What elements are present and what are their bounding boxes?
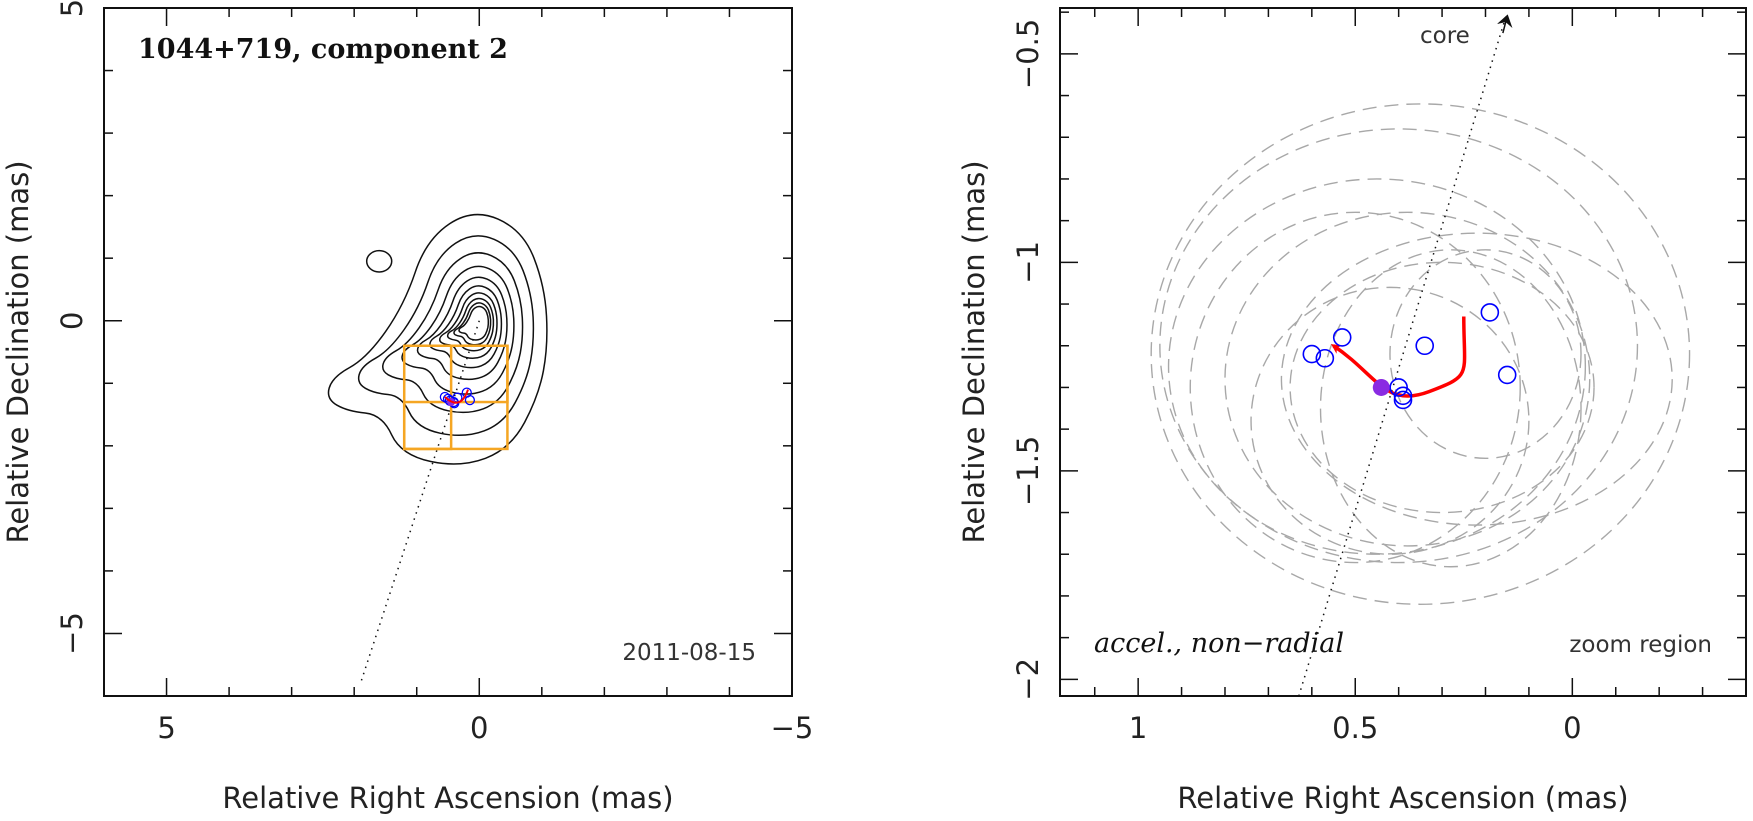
right-core-label: core — [1420, 23, 1470, 49]
left-date-label: 2011-08-15 — [622, 640, 756, 666]
position-marker-9 — [1497, 365, 1517, 385]
component-size-ellipse-9 — [1250, 286, 1530, 555]
y-tick-label: 5 — [55, 0, 89, 17]
x-tick-label: 0 — [1563, 711, 1581, 745]
right-plot-frame — [1059, 7, 1747, 697]
position-marker-6 — [1393, 390, 1413, 410]
x-tick-label: 5 — [157, 711, 175, 745]
position-marker-7 — [1415, 336, 1435, 356]
jet-axis-line — [1298, 11, 1508, 696]
component-size-ellipse-7 — [1280, 232, 1673, 526]
left-plot-content — [327, 213, 548, 684]
right-note-left: accel., non−radial — [1094, 628, 1344, 659]
x-tick-label: −5 — [771, 711, 814, 745]
position-marker-8 — [464, 395, 476, 406]
left-y-axis-label: Relative Declination (mas) — [1, 160, 35, 543]
left-title: 1044+719, component 2 — [138, 34, 508, 65]
component-size-ellipse-4 — [1224, 211, 1591, 547]
secondary-contour — [365, 249, 393, 273]
contour-level-6 — [429, 285, 503, 369]
x-tick-label: 0.5 — [1332, 711, 1378, 745]
component-size-ellipse-8 — [1319, 249, 1582, 568]
right-plot-content — [1150, 11, 1691, 696]
contour-level-4 — [401, 265, 515, 395]
right-y-axis-label: Relative Declination (mas) — [957, 160, 991, 543]
reference-epoch-marker — [1372, 378, 1390, 396]
y-tick-label: −5 — [55, 612, 89, 655]
y-tick-label: −1.5 — [1011, 436, 1045, 506]
contour-level-2 — [357, 235, 535, 437]
contour-level-9 — [453, 302, 492, 346]
position-marker-1 — [1302, 344, 1322, 364]
y-tick-label: 0 — [55, 312, 89, 330]
component-size-ellipse-10 — [1389, 249, 1582, 460]
left-plot-frame — [103, 7, 793, 697]
contour-level-1 — [327, 213, 548, 465]
component-size-ellipse-1 — [1150, 103, 1691, 605]
zoom-box-2 — [449, 344, 509, 404]
zoom-box-3 — [402, 400, 453, 451]
position-marker-8 — [1480, 303, 1500, 322]
core-direction-arrow — [1496, 14, 1513, 34]
position-marker-5 — [1393, 386, 1413, 406]
component-size-ellipse-2 — [1159, 128, 1639, 564]
y-tick-label: −1 — [1011, 241, 1045, 284]
component-size-ellipse-3 — [1167, 178, 1587, 555]
left-panel: 5 0 −5 5 0 −5 1044+719, component 2 2011-08-1… — [1, 0, 813, 815]
x-tick-label: 1 — [1129, 711, 1147, 745]
component-size-ellipse-6 — [1189, 211, 1521, 564]
right-ticks: 1 0.5 0 −0.5 −1 −1.5 −2 — [1011, 8, 1747, 745]
contour-level-8 — [446, 297, 495, 352]
component-size-ellipse-5 — [1289, 261, 1595, 514]
right-panel: 1 0.5 0 −0.5 −1 −1.5 −2 core accel., non−radia… — [957, 7, 1747, 815]
y-tick-label: −2 — [1011, 658, 1045, 701]
position-marker-2 — [1315, 348, 1335, 368]
right-x-axis-label: Relative Right Ascension (mas) — [1177, 781, 1628, 815]
position-marker-4 — [1389, 378, 1408, 397]
left-x-axis-label: Relative Right Ascension (mas) — [222, 781, 673, 815]
zoom-box-1 — [402, 344, 509, 451]
contour-level-3 — [382, 252, 524, 414]
contour-level-5 — [416, 276, 508, 381]
position-marker-3 — [1332, 328, 1352, 347]
motion-track — [1331, 316, 1467, 398]
motion-track — [444, 389, 469, 404]
left-ticks: 5 0 −5 5 0 −5 — [55, 0, 813, 745]
contour-level-10 — [458, 305, 490, 341]
jet-axis-line — [359, 320, 480, 684]
x-tick-label: 0 — [470, 711, 488, 745]
right-note-right: zoom region — [1569, 632, 1712, 658]
y-tick-label: −0.5 — [1011, 19, 1045, 89]
